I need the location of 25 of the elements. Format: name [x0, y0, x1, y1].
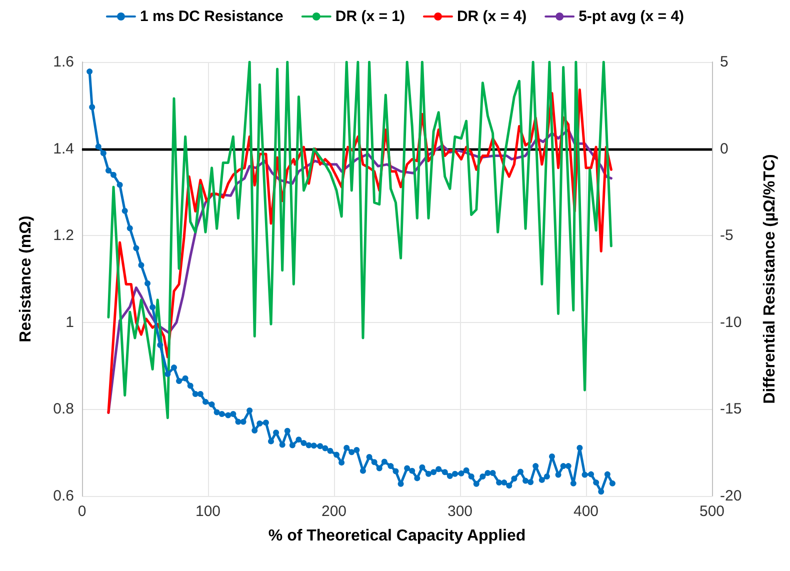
- y2-tick-label: 0: [720, 140, 728, 158]
- x-tick-label: 100: [195, 503, 221, 520]
- y2-tick-label: -10: [720, 314, 742, 331]
- y2-axis-title: Differential Resistance (µΩ/%TC): [762, 154, 778, 404]
- y-tick-label: 0.8: [53, 400, 74, 418]
- y-axis-title: Resistance (mΩ): [18, 216, 34, 342]
- legend-label: DR (x = 4): [456, 8, 527, 25]
- x-tick-label: 400: [573, 503, 599, 520]
- y-tick-label: 0.6: [53, 488, 74, 504]
- legend-label: 1 ms DC Resistance: [140, 8, 284, 25]
- y-tick-label: 1: [66, 314, 74, 331]
- y2-tick-label: 5: [720, 54, 728, 70]
- x-tick-label: 0: [78, 503, 86, 520]
- y-tick-label: 1.2: [53, 227, 74, 244]
- y2-tick-label: -20: [720, 488, 742, 504]
- x-tick-label: 500: [699, 503, 725, 520]
- y2-tick-label: -5: [720, 227, 734, 244]
- y-tick-label: 1.4: [53, 140, 74, 158]
- x-tick-label: 200: [321, 503, 347, 520]
- x-tick-label: 300: [447, 503, 473, 520]
- legend-label: DR (x = 1): [335, 8, 405, 25]
- legend-label: 5-pt avg (x = 4): [578, 8, 684, 25]
- x-axis-title: % of Theoretical Capacity Applied: [268, 528, 526, 544]
- y-tick-label: 1.6: [53, 54, 74, 70]
- y2-tick-label: -15: [720, 400, 742, 418]
